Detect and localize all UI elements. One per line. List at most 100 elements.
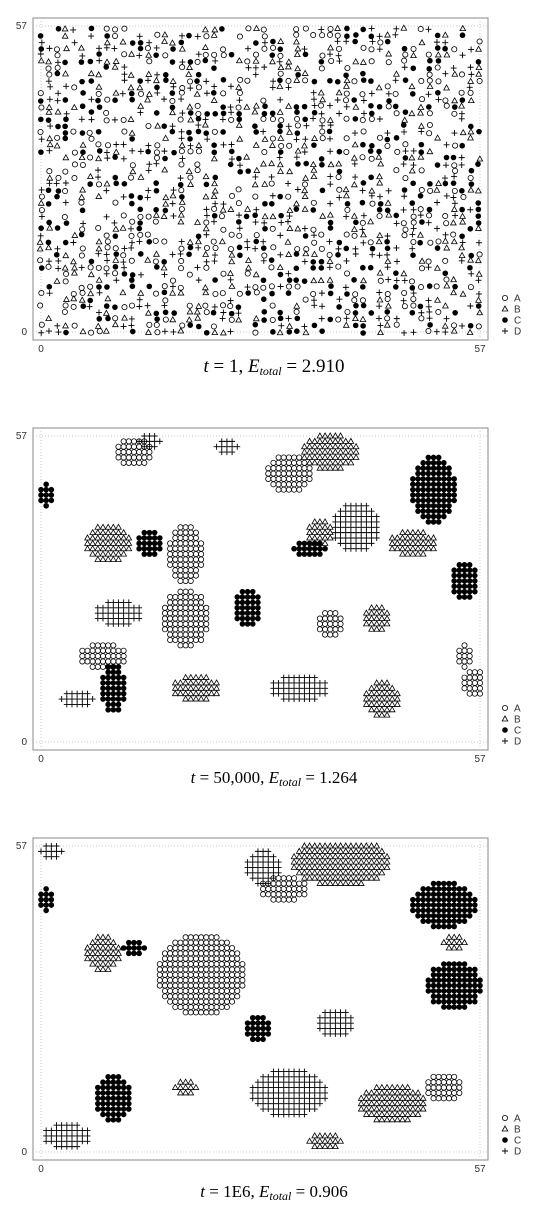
marker-b	[466, 134, 474, 141]
marker-b	[182, 689, 190, 697]
marker-b	[433, 186, 441, 193]
legend-label: D	[514, 737, 521, 748]
marker-d	[467, 64, 474, 71]
marker-b	[383, 852, 391, 860]
marker-d	[103, 213, 110, 220]
marker-a	[178, 187, 185, 194]
marker-d	[285, 1073, 292, 1080]
marker-c	[120, 1106, 127, 1112]
marker-d	[363, 524, 370, 531]
marker-c	[137, 251, 144, 257]
marker-a	[202, 302, 209, 309]
marker-b	[368, 1089, 376, 1096]
marker-a	[335, 263, 342, 270]
marker-c	[475, 59, 482, 65]
marker-c	[262, 103, 268, 110]
marker-a	[318, 65, 325, 72]
marker-d	[301, 696, 308, 703]
marker-d	[128, 244, 135, 251]
marker-c	[37, 98, 44, 104]
marker-c	[317, 551, 323, 557]
marker-a	[128, 232, 135, 239]
marker-b	[95, 276, 103, 283]
marker-d	[48, 1132, 55, 1139]
marker-b	[36, 245, 44, 252]
marker-c	[277, 149, 284, 155]
marker-d	[326, 135, 333, 142]
marker-d	[327, 1014, 334, 1021]
marker-c	[456, 912, 463, 919]
marker-d	[38, 329, 45, 336]
marker-b	[306, 523, 314, 530]
marker-c	[446, 907, 452, 914]
marker-c	[430, 502, 437, 509]
marker-b	[99, 523, 107, 530]
marker-d	[361, 110, 368, 117]
marker-c	[459, 206, 465, 213]
marker-a	[417, 26, 424, 33]
marker-b	[359, 315, 367, 322]
marker-b	[260, 160, 267, 167]
marker-b	[136, 84, 144, 91]
marker-d	[336, 110, 343, 117]
marker-b	[226, 269, 234, 277]
marker-c	[427, 181, 433, 187]
marker-b	[286, 167, 294, 175]
marker-c	[441, 497, 447, 504]
marker-c	[136, 225, 143, 232]
marker-c	[38, 492, 44, 498]
marker-d	[352, 251, 359, 258]
legend-item-d: D	[502, 327, 521, 338]
marker-b	[243, 153, 251, 160]
marker-c	[409, 200, 416, 206]
marker-d	[301, 1068, 308, 1075]
marker-c	[105, 1100, 111, 1107]
marker-b	[218, 237, 226, 245]
marker-d	[169, 251, 176, 258]
marker-d	[53, 1138, 60, 1145]
marker-a	[343, 148, 350, 155]
marker-d	[303, 122, 310, 129]
marker-c	[466, 572, 473, 579]
marker-b	[321, 879, 329, 886]
marker-b	[178, 45, 186, 52]
marker-c	[425, 902, 432, 908]
marker-d	[169, 283, 176, 290]
marker-c	[277, 128, 283, 135]
marker-b	[414, 1089, 422, 1096]
marker-c	[79, 207, 86, 214]
marker-c	[286, 277, 293, 283]
marker-c	[161, 259, 167, 265]
marker-d	[316, 1100, 323, 1107]
legend-marker	[502, 317, 508, 323]
marker-d	[342, 1014, 349, 1021]
marker-d	[48, 848, 55, 855]
marker-d	[291, 1100, 298, 1107]
marker-b	[301, 192, 309, 199]
marker-d	[84, 1138, 91, 1145]
marker-d	[130, 604, 137, 611]
marker-d	[451, 130, 458, 137]
marker-d	[58, 1143, 65, 1150]
marker-d	[120, 604, 127, 611]
marker-d	[296, 1073, 303, 1080]
marker-d	[351, 130, 358, 137]
marker-c	[446, 481, 452, 488]
marker-a	[245, 25, 252, 32]
marker-d	[68, 701, 75, 708]
marker-d	[218, 443, 225, 450]
marker-c	[244, 594, 251, 600]
marker-c	[235, 304, 242, 310]
x-tick-label: 0	[38, 754, 44, 765]
marker-c	[211, 142, 217, 148]
marker-b	[160, 212, 168, 219]
marker-b	[306, 874, 314, 881]
marker-c	[425, 988, 432, 994]
legend-marker	[501, 715, 509, 722]
marker-d	[115, 615, 122, 622]
marker-d	[301, 690, 308, 697]
marker-d	[53, 180, 60, 187]
marker-a	[268, 283, 275, 290]
marker-b	[176, 1078, 184, 1085]
marker-b	[321, 453, 329, 460]
